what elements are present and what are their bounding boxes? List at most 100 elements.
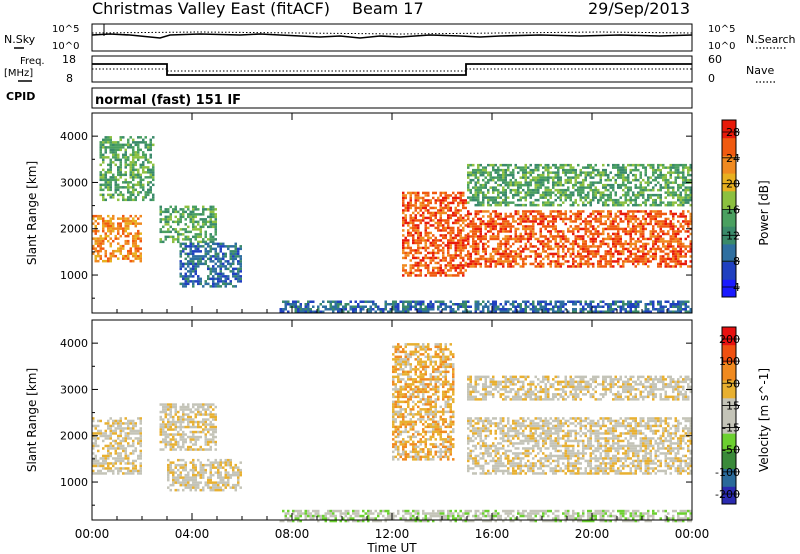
echo-cell (407, 209, 410, 212)
echo-cell (569, 166, 572, 169)
echo-cell (424, 308, 427, 311)
echo-cell (102, 176, 105, 179)
echo-cell (654, 247, 657, 251)
echo-cell (129, 196, 132, 199)
echo-cell (547, 310, 550, 313)
echo-cell (602, 196, 605, 199)
echo-cell (132, 244, 135, 248)
echo-cell (134, 437, 137, 440)
echo-cell (429, 305, 432, 308)
echo-cell (104, 467, 107, 470)
echo-cell (529, 250, 532, 253)
echo-cell (482, 178, 485, 182)
echo-cell (467, 196, 470, 199)
echo-cell (119, 148, 122, 152)
echo-cell (144, 156, 147, 159)
echo-cell (642, 227, 645, 231)
echo-cell (624, 198, 627, 202)
echo-cell (177, 440, 180, 444)
echo-cell (132, 424, 135, 428)
echo-cell (194, 213, 197, 216)
echo-cell (107, 227, 110, 230)
echo-cell (494, 310, 497, 313)
echo-cell (297, 310, 300, 313)
echo-cell (652, 240, 655, 243)
echo-cell (437, 226, 440, 230)
echo-cell (602, 305, 605, 308)
echo-cell (639, 188, 642, 192)
echo-cell (582, 255, 585, 258)
echo-cell (214, 247, 217, 251)
echo-cell (452, 196, 455, 200)
cpid-label: CPID (6, 90, 35, 103)
echo-cell (579, 212, 582, 216)
echo-cell (117, 419, 120, 423)
echo-cell (629, 168, 632, 172)
echo-cell (454, 303, 457, 306)
noise-left-tick-low: 10^0 (52, 41, 79, 52)
echo-cell (454, 310, 457, 313)
echo-cell (217, 242, 220, 246)
echo-cell (669, 201, 672, 204)
echo-cell (569, 171, 572, 174)
echo-cell (442, 241, 445, 245)
echo-cell (652, 225, 655, 228)
echo-cell (584, 240, 587, 243)
echo-cell (552, 181, 555, 184)
echo-cell (182, 445, 185, 449)
echo-cell (134, 153, 137, 157)
echo-cell (527, 181, 530, 184)
echo-cell (549, 215, 552, 218)
echo-cell (114, 191, 117, 194)
echo-cell (614, 166, 617, 169)
echo-cell (199, 235, 202, 239)
echo-cell (582, 166, 585, 169)
echo-cell (659, 220, 662, 223)
echo-cell (622, 252, 625, 256)
echo-cell (654, 308, 657, 311)
echo-cell (609, 210, 612, 213)
echo-cell (559, 166, 562, 169)
echo-cell (139, 141, 142, 144)
echo-cell (94, 424, 97, 428)
echo-cell (492, 217, 495, 221)
echo-cell (569, 252, 572, 256)
echo-cell (579, 168, 582, 172)
echo-cell (564, 222, 567, 226)
echo-cell (97, 244, 100, 248)
echo-cell (189, 230, 192, 234)
echo-cell (174, 405, 177, 409)
echo-cell (564, 163, 567, 167)
echo-cell (219, 257, 222, 261)
echo-cell (677, 257, 680, 261)
echo-cell (409, 249, 412, 252)
echo-cell (114, 254, 117, 258)
echo-cell (212, 265, 215, 268)
echo-cell (202, 218, 205, 221)
echo-cell (464, 264, 467, 267)
echo-cell (654, 220, 657, 223)
echo-cell (99, 464, 102, 468)
echo-cell (507, 225, 510, 228)
echo-cell (664, 257, 667, 261)
echo-cell (172, 403, 175, 406)
echo-cell (542, 176, 545, 179)
echo-cell (657, 181, 660, 184)
echo-cell (402, 308, 405, 311)
echo-cell (117, 447, 120, 450)
echo-cell (507, 215, 510, 218)
echo-cell (459, 246, 462, 250)
echo-cell (564, 178, 567, 182)
echo-cell (442, 199, 445, 202)
echo-cell (649, 203, 652, 207)
echo-cell (419, 271, 422, 275)
echo-cell (674, 237, 677, 241)
echo-cell (597, 245, 600, 248)
echo-cell (484, 252, 487, 256)
echo-cell (477, 203, 480, 207)
echo-cell (504, 255, 507, 258)
echo-cell (587, 171, 590, 174)
echo-cell (429, 261, 432, 265)
echo-cell (182, 285, 185, 288)
echo-cell (109, 454, 112, 458)
